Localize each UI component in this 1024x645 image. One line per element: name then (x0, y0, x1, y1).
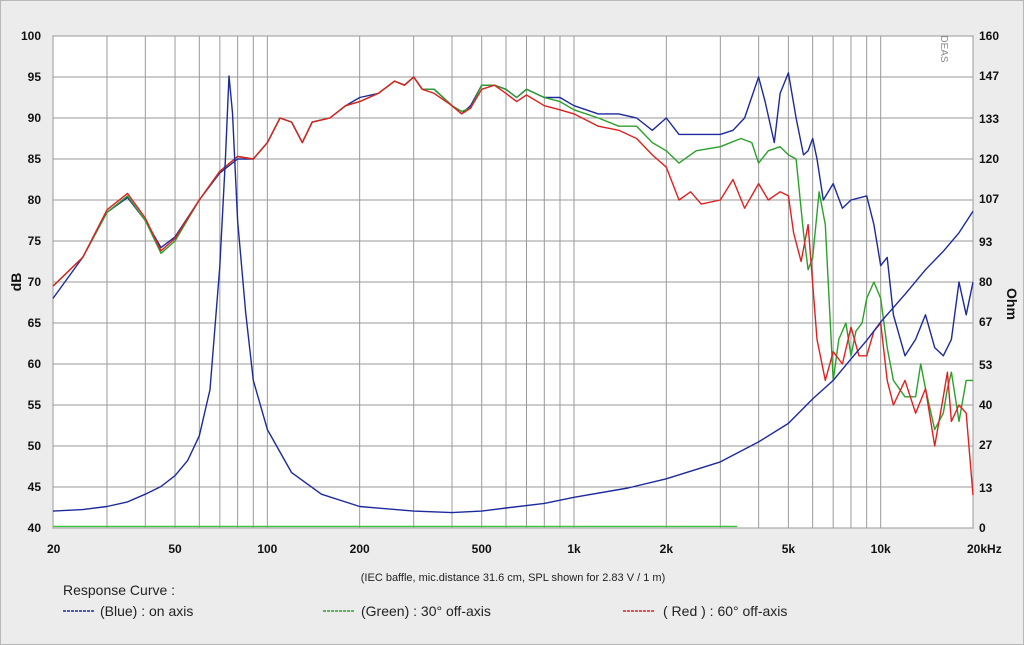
y2-tick-label: 40 (979, 398, 993, 412)
y-tick-label: 45 (28, 480, 42, 494)
y-tick-label: 40 (28, 521, 42, 535)
curves (52, 72, 974, 528)
y-tick-label: 65 (28, 316, 42, 330)
y-tick-label: 75 (28, 234, 42, 248)
x-tick-label: 100 (257, 542, 277, 556)
x-tick-label: 50 (168, 542, 182, 556)
y2-tick-label: 147 (979, 69, 999, 83)
grid (52, 35, 974, 529)
x-tick-label: 1k (567, 542, 581, 556)
y2-tick-label: 133 (979, 112, 999, 126)
y-tick-label: 95 (28, 70, 42, 84)
y2-axis-label: Ohm (1004, 288, 1020, 320)
y2-tick-label: 53 (979, 358, 993, 372)
y2-tick-labels: 0 13 27 40 53 67 80 93 107 120 133 147 160 (979, 29, 999, 535)
legend-title: Response Curve : (63, 582, 175, 598)
legend-label-blue: (Blue) : on axis (100, 603, 193, 619)
x-tick-label: 500 (472, 542, 492, 556)
y2-tick-label: 120 (979, 152, 999, 166)
y-tick-label: 50 (28, 439, 42, 453)
x-tick-label: 200 (350, 542, 370, 556)
x-tick-label: 10k (871, 542, 891, 556)
legend-label-green: (Green) : 30° off-axis (361, 603, 491, 619)
y2-tick-label: 27 (979, 438, 993, 452)
measurement-caption: (IEC baffle, mic.distance 31.6 cm, SPL s… (361, 572, 665, 584)
legend: Response Curve : (Blue) : on axis (Green… (63, 582, 787, 619)
y-tick-label: 70 (28, 275, 42, 289)
y-tick-label: 80 (28, 193, 42, 207)
y-tick-label: 100 (21, 29, 41, 43)
y2-tick-label: 67 (979, 315, 993, 329)
y-tick-label: 60 (28, 357, 42, 371)
y2-tick-label: 0 (979, 521, 986, 535)
x-tick-label: 5k (782, 542, 796, 556)
y2-tick-label: 160 (979, 29, 999, 43)
y-axis-label: dB (8, 273, 24, 292)
y2-tick-label: 107 (979, 192, 999, 206)
y-tick-label: 90 (28, 111, 42, 125)
y2-tick-label: 80 (979, 275, 993, 289)
y-tick-labels: 40 45 50 55 60 65 70 75 80 85 90 95 100 (21, 29, 41, 535)
y-tick-label: 85 (28, 152, 42, 166)
y-tick-label: 55 (28, 398, 42, 412)
y2-tick-label: 93 (979, 235, 993, 249)
x-tick-label: 20kHz (967, 542, 1002, 556)
x-tick-labels: 20 50 100 200 500 1k 2k 5k 10k 20kHz (47, 542, 1002, 556)
curve-impedance (52, 75, 974, 514)
legend-label-red: ( Red ) : 60° off-axis (663, 603, 787, 619)
x-tick-label: 20 (47, 542, 61, 556)
y2-tick-label: 13 (979, 481, 993, 495)
brand-watermark: DEAS (938, 35, 949, 63)
x-tick-label: 2k (660, 542, 674, 556)
